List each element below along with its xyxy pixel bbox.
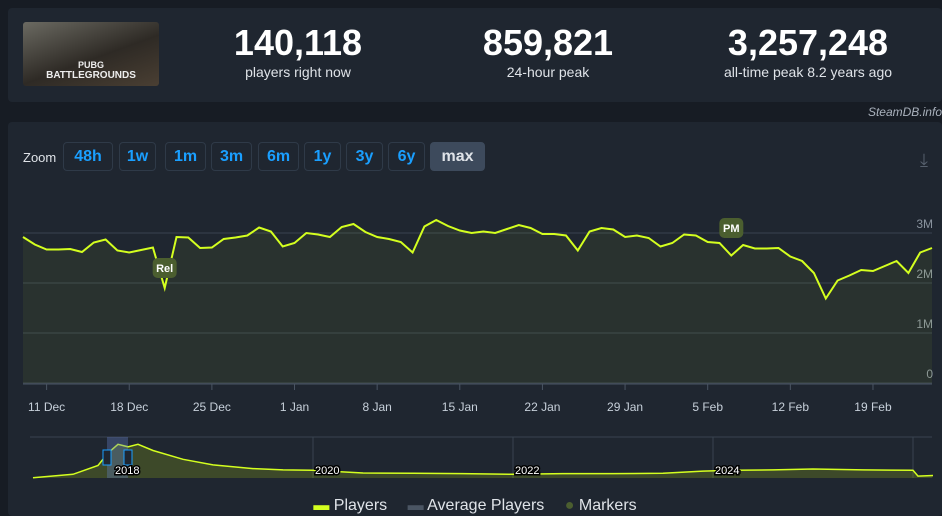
x-tick-label: 22 Jan xyxy=(524,400,560,414)
chart-panel: Zoom 48h 1w 1m 3m 6m 1y 3y 6y max ⤓ ▬ Players ▬ … xyxy=(8,122,942,516)
zoom-label: Zoom xyxy=(23,150,57,165)
stat-alltime: 3,257,248 all-time peak 8.2 years ago xyxy=(698,22,918,81)
x-tick-label: 25 Dec xyxy=(193,400,231,414)
zoom-6m-button[interactable]: 6m xyxy=(258,142,299,171)
x-tick-label: 11 Dec xyxy=(28,400,65,414)
x-tick-label: 29 Jan xyxy=(607,400,643,414)
credit-link[interactable]: SteamDB.info xyxy=(867,105,942,119)
overview-year-label: 2022 xyxy=(515,465,539,477)
marker-label: Rel xyxy=(156,263,173,275)
peak-24h-value: 859,821 xyxy=(482,22,614,63)
overview-line xyxy=(32,443,934,479)
navigator-handle[interactable] xyxy=(123,449,133,466)
alltime-peak-label: all-time peak 8.2 years ago xyxy=(723,64,893,80)
current-players-label: players right now xyxy=(245,64,351,80)
zoom-1y-button[interactable]: 1y xyxy=(304,142,341,171)
overview-year-label: 2018 xyxy=(115,465,139,477)
players-line xyxy=(22,218,933,301)
x-tick-label: 19 Feb xyxy=(854,400,892,414)
players-area xyxy=(23,220,932,383)
peak-24h-label: 24-hour peak xyxy=(506,64,590,80)
zoom-1m-button[interactable]: 1m xyxy=(165,142,206,171)
overview-year-label: 2024 xyxy=(715,465,739,477)
marker-label: PM xyxy=(723,223,740,235)
x-tick-label: 1 Jan xyxy=(280,400,309,414)
legend-markers[interactable]: ● Markers xyxy=(564,497,637,514)
x-tick-label: 15 Jan xyxy=(442,400,478,414)
x-tick-label: 12 Feb xyxy=(772,400,810,414)
legend-average[interactable]: ▬ Average Players xyxy=(407,497,545,514)
navigator-window xyxy=(107,437,128,478)
marker-pm xyxy=(719,218,744,238)
y-tick-label: 2M xyxy=(916,267,933,281)
stats-header: PUBG BATTLEGROUNDS 140,118 players right n… xyxy=(8,8,942,102)
overview-area xyxy=(30,444,933,478)
download-icon[interactable]: ⤓ xyxy=(920,150,928,170)
zoom-48h-button[interactable]: 48h xyxy=(63,142,113,171)
zoom-6y-button[interactable]: 6y xyxy=(388,142,425,171)
y-tick-label: 0 xyxy=(926,367,933,381)
marker-rel xyxy=(152,258,177,278)
y-tick-label: 3M xyxy=(916,217,933,231)
navigator-handle[interactable] xyxy=(102,449,112,466)
current-players-value: 140,118 xyxy=(233,22,363,63)
zoom-max-button[interactable]: max xyxy=(430,142,485,171)
y-tick-label: 1M xyxy=(916,317,933,331)
alltime-peak-value: 3,257,248 xyxy=(727,22,889,63)
zoom-3y-button[interactable]: 3y xyxy=(346,142,383,171)
legend: ▬ Players ▬ Average Players ● Markers xyxy=(8,497,942,515)
stat-current: 140,118 players right now xyxy=(208,22,388,81)
stat-24h: 859,821 24-hour peak xyxy=(458,22,638,81)
x-tick-label: 18 Dec xyxy=(110,400,148,414)
game-logo[interactable]: PUBG BATTLEGROUNDS xyxy=(23,22,159,86)
x-tick-label: 5 Feb xyxy=(692,400,723,414)
legend-players[interactable]: ▬ Players xyxy=(313,497,388,514)
zoom-3m-button[interactable]: 3m xyxy=(211,142,252,171)
legend-average-label: Average Players xyxy=(427,497,545,514)
legend-markers-label: Markers xyxy=(578,497,637,514)
legend-players-label: Players xyxy=(333,497,388,514)
zoom-1w-button[interactable]: 1w xyxy=(119,142,156,171)
x-tick-label: 8 Jan xyxy=(362,400,391,414)
overview-year-label: 2020 xyxy=(315,465,339,477)
